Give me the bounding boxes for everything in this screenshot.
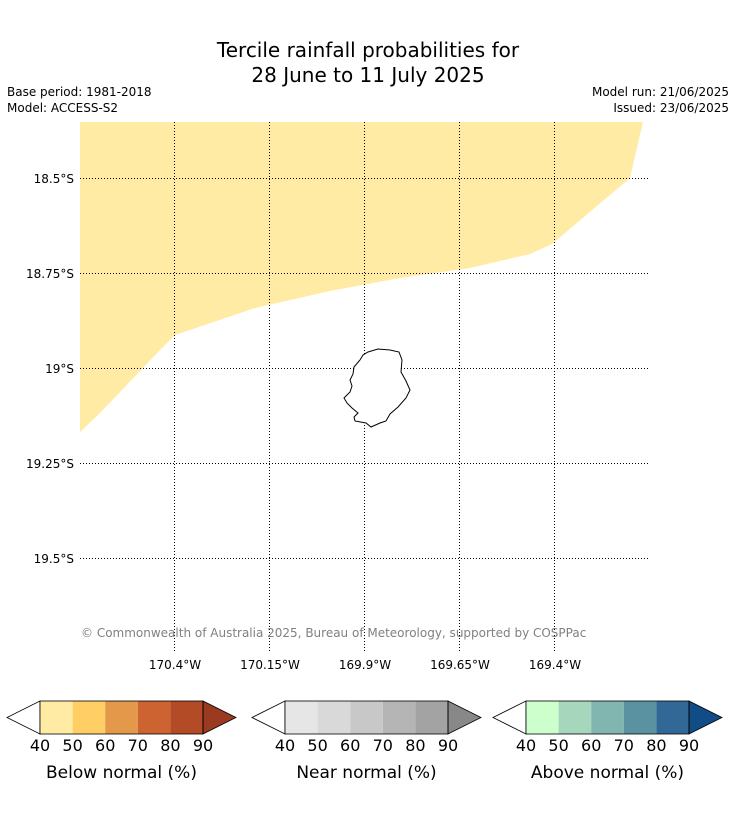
above-tick-60: 60 (581, 736, 601, 755)
below-tick-50: 50 (62, 736, 82, 755)
above-tick-40: 40 (516, 736, 536, 755)
below-high-arrow (202, 700, 237, 735)
below-tick-70: 70 (128, 736, 148, 755)
issued-date: Issued: 23/06/2025 (613, 101, 729, 115)
above-tick-90: 90 (679, 736, 699, 755)
near-tick-70: 70 (373, 736, 393, 755)
model-run: Model run: 21/06/2025 (591, 85, 729, 99)
below-swatch-2 (105, 701, 138, 734)
near-tick-80: 80 (405, 736, 425, 755)
base-period: Base period: 1981-2018 (7, 85, 152, 99)
lat-label-18-5: 18.5°S (34, 172, 74, 186)
legend-near-normal: 40 50 60 70 80 90 Near normal (%) (251, 700, 482, 783)
above-tick-70: 70 (614, 736, 634, 755)
below-normal-label: Below normal (%) (46, 763, 197, 783)
below-swatch-0 (40, 701, 73, 734)
below-colorbar-frame (39, 700, 204, 735)
below-swatch-4 (170, 701, 203, 734)
above-high-arrow (688, 700, 723, 735)
lon-label-170-15: 170.15°W (240, 658, 300, 672)
above-normal-label: Above normal (%) (531, 763, 684, 783)
near-swatch-1 (317, 701, 351, 734)
above-swatch-4 (656, 701, 689, 734)
below-swatch-1 (72, 701, 106, 734)
lat-label-19-25: 19.25°S (26, 457, 74, 471)
near-tick-40: 40 (275, 736, 295, 755)
lon-label-169-9: 169.9°W (339, 658, 391, 672)
below-normal-shading (80, 122, 643, 432)
near-swatch-4 (415, 701, 448, 734)
below-tick-40: 40 (30, 736, 50, 755)
above-tick-80: 80 (646, 736, 666, 755)
title-line-2: 28 June to 11 July 2025 (251, 63, 485, 87)
near-tick-60: 60 (340, 736, 360, 755)
near-swatch-0 (285, 701, 318, 734)
copyright-notice: © Commonwealth of Australia 2025, Bureau… (81, 626, 586, 640)
latitude-labels: 18.5°S 18.75°S 19°S 19.25°S 19.5°S (26, 172, 74, 566)
longitude-labels: 170.4°W 170.15°W 169.9°W 169.65°W 169.4°… (149, 658, 581, 672)
above-swatch-1 (558, 701, 592, 734)
near-normal-label: Near normal (%) (296, 763, 436, 783)
below-tick-80: 80 (160, 736, 180, 755)
legend-below-normal: 40 50 60 70 80 90 Below normal (%) (6, 700, 237, 783)
below-low-arrow (6, 700, 41, 735)
near-high-arrow (447, 700, 482, 735)
below-swatch-3 (137, 701, 171, 734)
above-swatch-0 (526, 701, 559, 734)
model-name: Model: ACCESS-S2 (7, 101, 119, 115)
lon-label-170-4: 170.4°W (149, 658, 201, 672)
near-low-arrow (251, 700, 286, 735)
near-swatch-2 (350, 701, 383, 734)
above-colorbar-frame (525, 700, 690, 735)
legend-above-normal: 40 50 60 70 80 90 Above normal (%) (492, 700, 723, 783)
above-swatch-3 (623, 701, 657, 734)
above-tick-50: 50 (548, 736, 568, 755)
below-tick-60: 60 (95, 736, 115, 755)
lat-label-18-75: 18.75°S (26, 267, 74, 281)
map-title: Tercile rainfall probabilities for 28 Ju… (0, 38, 736, 88)
lat-label-19: 19°S (45, 362, 74, 376)
lon-label-169-4: 169.4°W (529, 658, 581, 672)
above-swatch-2 (591, 701, 624, 734)
meta-left: Base period: 1981-2018 Model: ACCESS-S2 (7, 84, 152, 116)
above-low-arrow (492, 700, 527, 735)
map-area: 18.5°S 18.75°S 19°S 19.25°S 19.5°S 170.4… (26, 122, 648, 672)
near-tick-90: 90 (438, 736, 458, 755)
near-tick-50: 50 (307, 736, 327, 755)
near-swatch-3 (382, 701, 416, 734)
below-tick-90: 90 (193, 736, 213, 755)
lat-label-19-5: 19.5°S (34, 552, 74, 566)
lon-label-169-65: 169.65°W (430, 658, 490, 672)
meta-right: Model run: 21/06/2025 Issued: 23/06/2025 (592, 84, 729, 116)
island-outline (343, 348, 411, 428)
title-line-1: Tercile rainfall probabilities for (216, 38, 520, 62)
near-colorbar-frame (284, 700, 449, 735)
